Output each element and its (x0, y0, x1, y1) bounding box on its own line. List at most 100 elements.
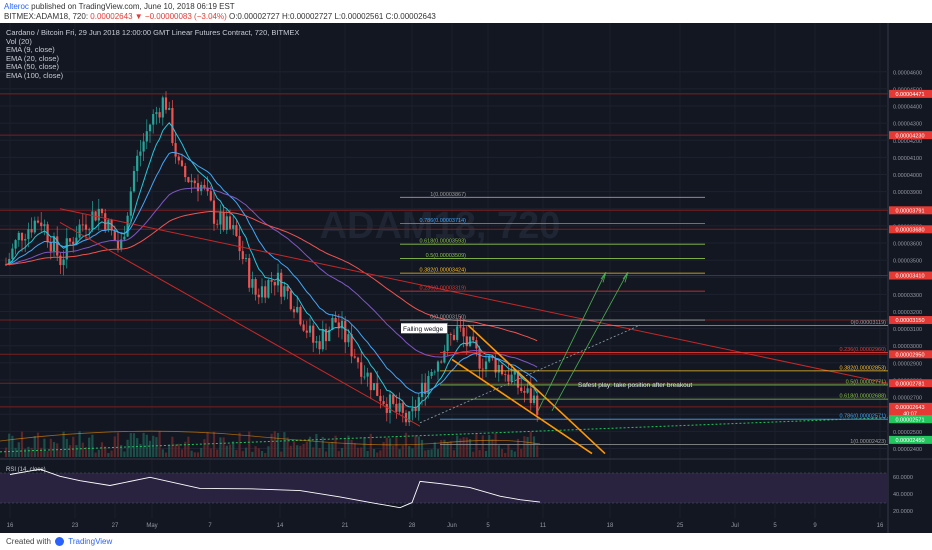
volume-bar (436, 449, 440, 457)
author-link[interactable]: Alteroc (4, 2, 29, 11)
volume-bar (388, 438, 392, 457)
candle (372, 383, 376, 391)
price-tag-label: 0.00003150 (895, 318, 924, 324)
legend-ema50[interactable]: EMA (50, close) (6, 62, 59, 72)
candle (363, 376, 366, 378)
candle (84, 224, 88, 230)
candle (196, 183, 200, 192)
volume-bar (411, 448, 414, 457)
volume-bar (536, 445, 539, 457)
open-value: O:0.00002727 (228, 11, 280, 21)
volume-bar (8, 433, 11, 457)
candle (251, 279, 254, 288)
volume-bar (299, 445, 302, 457)
candle (283, 286, 286, 297)
close-value: C:0.00002643 (385, 11, 436, 21)
falling-wedge-box (401, 323, 447, 334)
candle (472, 336, 475, 341)
volume-bar (52, 442, 56, 457)
y-tick-label: 0.00002400 (893, 447, 922, 453)
candle (104, 213, 107, 231)
volume-bar (363, 437, 366, 457)
volume-bar (270, 433, 273, 457)
candle (24, 239, 27, 241)
volume-bar (452, 450, 456, 457)
x-tick-label: 23 (72, 523, 79, 529)
price-tag (889, 435, 932, 444)
candle (75, 237, 78, 245)
price-chart[interactable]: 0.000046000.000045000.000044000.00004300… (0, 23, 932, 533)
candle (27, 229, 30, 240)
legend-vol[interactable]: Vol (20) (6, 36, 32, 46)
volume-bar (318, 448, 321, 457)
candle (184, 165, 187, 178)
fib-level-label: 1(0.00003867) (430, 192, 466, 198)
volume-bar (30, 447, 33, 457)
ema-100-line (5, 210, 538, 342)
fib-level-label: 0.786(0.00003714) (420, 218, 467, 224)
x-tick-label: 18 (607, 523, 614, 529)
volume-bar (238, 432, 241, 457)
candle (62, 259, 65, 266)
candle (520, 387, 523, 392)
candle (68, 238, 72, 242)
x-tick-label: 27 (112, 523, 119, 529)
legend-symbol: Cardano / Bitcoin Fri, 29 Jun 2018 12:00… (6, 28, 300, 37)
candle (478, 348, 481, 369)
support-trendline (0, 417, 889, 453)
candle (43, 224, 46, 227)
price-tag (889, 316, 932, 325)
candle (344, 320, 347, 343)
rsi-band (0, 473, 888, 503)
candle (219, 211, 222, 225)
candle (328, 329, 331, 342)
candle (452, 334, 456, 340)
y-tick-label: 0.00004100 (893, 156, 922, 162)
volume-bar (356, 447, 360, 457)
descending-trendline (59, 222, 421, 427)
volume-bar (225, 445, 228, 457)
fib-level-label: 0.5(0.00002771) (846, 379, 887, 385)
candle (334, 317, 337, 323)
legend-ema9[interactable]: EMA (9, close) (6, 45, 55, 55)
volume-bar (158, 431, 161, 457)
volume-bar (174, 444, 177, 457)
price-tag (889, 271, 932, 280)
volume-bar (491, 439, 494, 457)
candle (171, 108, 174, 144)
volume-bar (267, 446, 270, 457)
legend-ema20[interactable]: EMA (20, close) (6, 53, 59, 63)
fib-level-label: 0.618(0.00003593) (420, 239, 467, 245)
candle (241, 251, 244, 260)
candle (257, 294, 260, 298)
price-tag-label: 0.00003791 (895, 209, 924, 215)
y-tick-label: 0.00004000 (893, 173, 922, 179)
volume-bar (49, 438, 52, 457)
volume-bar (408, 446, 411, 457)
candle (136, 155, 139, 171)
x-tick-label: 5 (486, 523, 490, 529)
rsi-line (9, 468, 541, 509)
candle (385, 403, 388, 413)
x-tick-label: 11 (540, 523, 547, 529)
candle (152, 114, 155, 125)
candle (91, 211, 94, 230)
y-tick-label: 0.00003000 (893, 344, 922, 350)
tradingview-brand[interactable]: TradingView (68, 537, 113, 546)
candle (481, 368, 484, 370)
volume-bar (360, 447, 363, 457)
footer: Created with TradingView (0, 533, 932, 550)
volume-bar (337, 451, 340, 457)
candle (164, 97, 168, 110)
candle (132, 170, 136, 192)
candle (14, 240, 17, 249)
price-tag-label: 0.00004471 (895, 92, 924, 98)
candle (292, 309, 296, 313)
price-tag (889, 402, 932, 411)
legend-ema100[interactable]: EMA (100, close) (6, 70, 64, 80)
volume-bar (292, 441, 296, 457)
price-tag-label: 0.00002781 (895, 381, 924, 387)
volume-bar (11, 435, 14, 457)
x-tick-label: 5 (773, 523, 777, 529)
